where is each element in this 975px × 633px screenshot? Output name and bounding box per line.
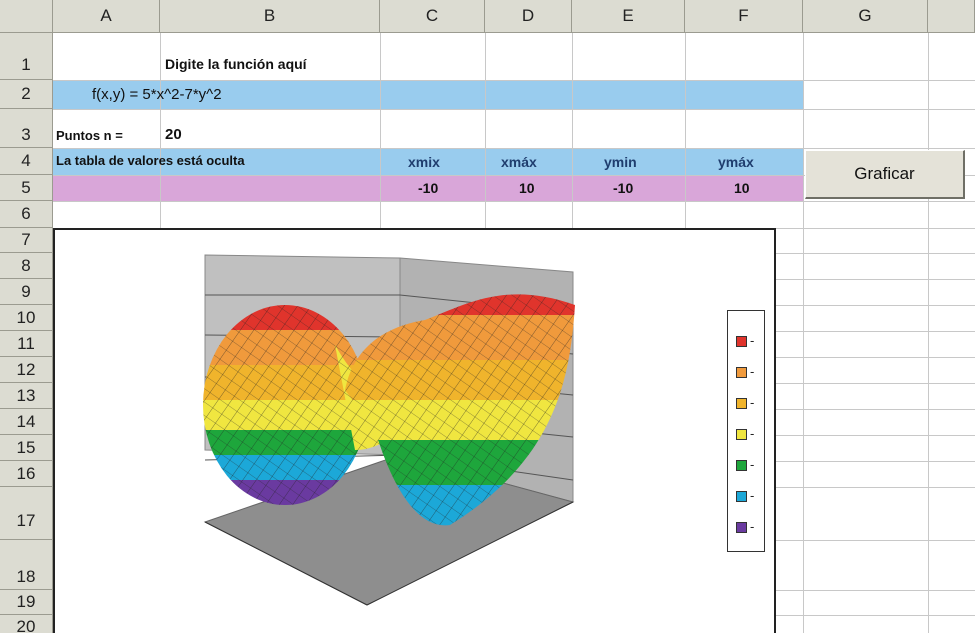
header-ymax[interactable]: ymáx	[718, 154, 754, 170]
legend-label: -	[750, 457, 755, 472]
row-header-17[interactable]: 17	[0, 487, 53, 540]
column-header-a[interactable]: A	[53, 0, 160, 33]
row-header-13[interactable]: 13	[0, 383, 53, 409]
column-header-c[interactable]: C	[380, 0, 485, 33]
row-header-11[interactable]: 11	[0, 331, 53, 357]
value-xmin[interactable]: -10	[418, 180, 439, 196]
column-header-g[interactable]: G	[803, 0, 928, 33]
legend-label: -	[750, 426, 755, 441]
row-header-6[interactable]: 6	[0, 201, 53, 228]
header-ymin[interactable]: ymin	[604, 154, 637, 170]
legend-swatch	[736, 429, 747, 440]
chart-legend: - - - - - - -	[727, 310, 765, 552]
row-header-16[interactable]: 16	[0, 461, 53, 487]
header-xmax[interactable]: xmáx	[501, 154, 537, 170]
row-header-4[interactable]: 4	[0, 148, 53, 175]
points-label[interactable]: Puntos n =	[56, 128, 123, 143]
row-header-1[interactable]: 1	[0, 33, 53, 80]
column-header-f[interactable]: F	[685, 0, 803, 33]
header-xmin[interactable]: xmix	[408, 154, 440, 170]
axis-ticks	[204, 501, 574, 606]
legend-label: -	[750, 364, 755, 379]
row4-band	[53, 148, 803, 175]
column-header-e[interactable]: E	[572, 0, 685, 33]
legend-item: -	[736, 457, 758, 473]
row-header-18[interactable]: 18	[0, 540, 53, 590]
legend-swatch	[736, 367, 747, 378]
row-header-5[interactable]: 5	[0, 175, 53, 201]
row-header-9[interactable]: 9	[0, 279, 53, 305]
surface-plot	[203, 254, 575, 606]
row-header-3[interactable]: 3	[0, 109, 53, 148]
hidden-table-note[interactable]: La tabla de valores está oculta	[56, 153, 245, 168]
legend-swatch	[736, 522, 747, 533]
row-header-20[interactable]: 20	[0, 615, 53, 633]
surface-chart[interactable]: - - - - - - -	[53, 228, 776, 633]
points-value[interactable]: 20	[165, 126, 182, 143]
legend-item: -	[736, 519, 758, 535]
legend-swatch	[736, 398, 747, 409]
value-ymin[interactable]: -10	[613, 180, 634, 196]
row5-band	[53, 175, 803, 201]
legend-label: -	[750, 488, 755, 503]
column-header-d[interactable]: D	[485, 0, 572, 33]
row-header-12[interactable]: 12	[0, 357, 53, 383]
legend-swatch	[736, 336, 747, 347]
function-input[interactable]: f(x,y) = 5*x^2-7*y^2	[92, 86, 222, 103]
legend-item: -	[736, 395, 758, 411]
function-prompt[interactable]: Digite la función aquí	[165, 56, 307, 72]
legend-swatch	[736, 491, 747, 502]
graficar-button[interactable]: Graficar	[805, 150, 965, 199]
legend-label: -	[750, 333, 755, 348]
value-ymax[interactable]: 10	[734, 180, 750, 196]
column-header-b[interactable]: B	[160, 0, 380, 33]
legend-item: -	[736, 364, 758, 380]
row2-band	[53, 80, 803, 109]
legend-item: -	[736, 426, 758, 442]
legend-swatch	[736, 460, 747, 471]
row-header-19[interactable]: 19	[0, 590, 53, 615]
legend-label: -	[750, 395, 755, 410]
column-header-h[interactable]	[928, 0, 975, 33]
value-xmax[interactable]: 10	[519, 180, 535, 196]
row-header-15[interactable]: 15	[0, 435, 53, 461]
legend-label: -	[750, 519, 755, 534]
row-header-7[interactable]: 7	[0, 228, 53, 253]
row-header-14[interactable]: 14	[0, 409, 53, 435]
legend-item: -	[736, 488, 758, 504]
row-header-8[interactable]: 8	[0, 253, 53, 279]
row-header-2[interactable]: 2	[0, 80, 53, 109]
row-header-10[interactable]: 10	[0, 305, 53, 331]
legend-item: -	[736, 333, 758, 349]
select-all-corner[interactable]	[0, 0, 53, 33]
